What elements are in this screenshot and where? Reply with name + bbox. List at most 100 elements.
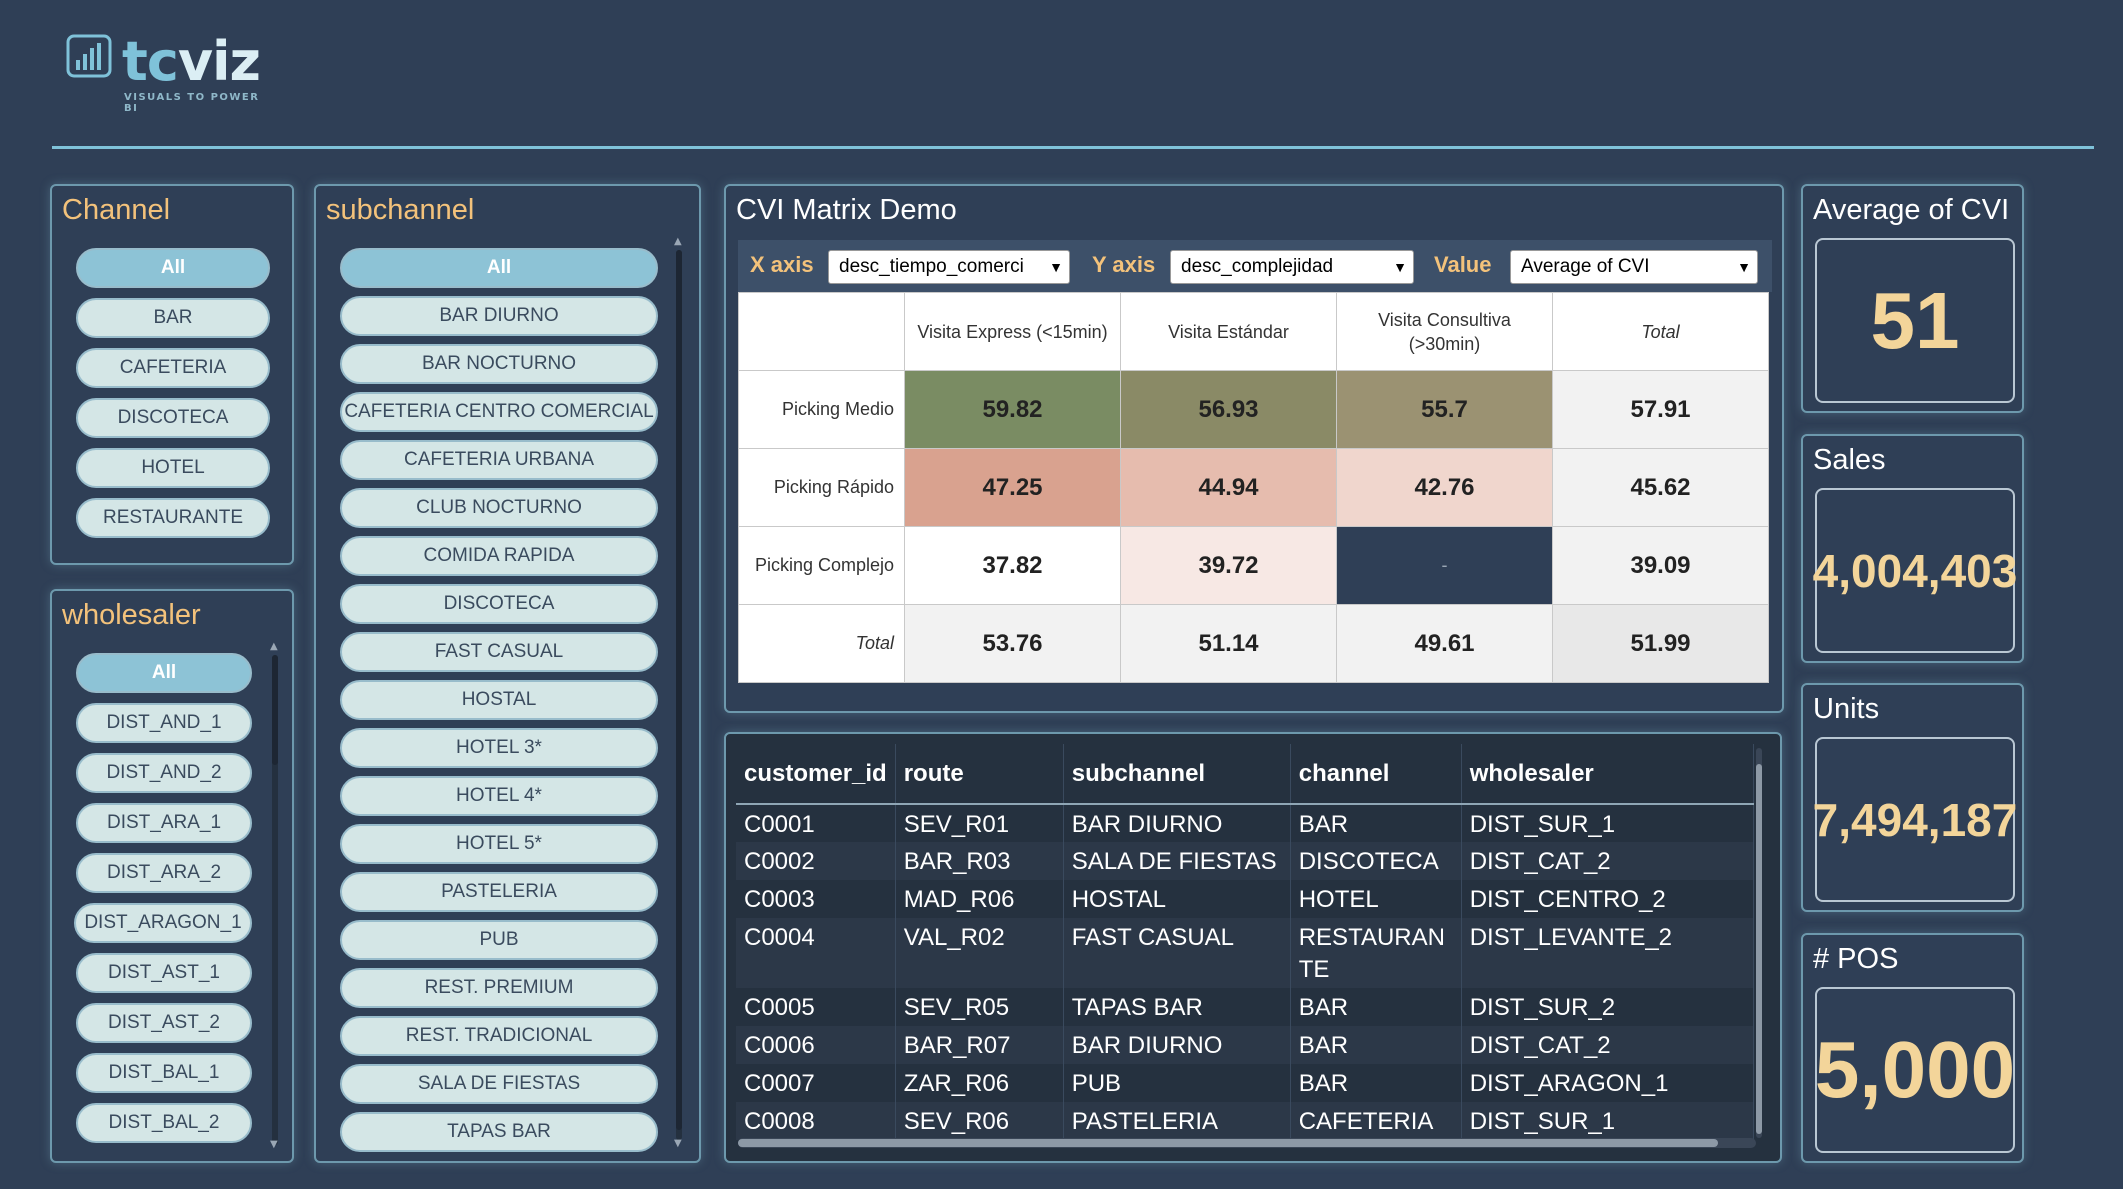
table-row[interactable]: C0006 BAR_R07 BAR DIURNO BAR DIST_CAT_2 bbox=[736, 1026, 1754, 1064]
subchannel-option[interactable]: REST. TRADICIONAL bbox=[340, 1016, 658, 1056]
wholesaler-option[interactable]: DIST_ARA_2 bbox=[76, 853, 252, 893]
table-cell: PASTELERIA bbox=[1063, 1102, 1291, 1140]
matrix-cell[interactable]: 42.76 bbox=[1336, 448, 1553, 527]
wholesaler-option[interactable]: DIST_AST_1 bbox=[76, 953, 252, 993]
scrollbar-thumb[interactable] bbox=[1756, 764, 1762, 1134]
subchannel-option[interactable]: PUB bbox=[340, 920, 658, 960]
subchannel-option[interactable]: FAST CASUAL bbox=[340, 632, 658, 672]
table-cell: RESTAURANTE bbox=[1290, 918, 1462, 988]
matrix-cell[interactable]: 49.61 bbox=[1336, 604, 1553, 683]
wholesaler-option[interactable]: DIST_BAL_1 bbox=[76, 1053, 252, 1093]
wholesaler-option[interactable]: DIST_AND_1 bbox=[76, 703, 252, 743]
table-row[interactable]: C0005 SEV_R05 TAPAS BAR BAR DIST_SUR_2 bbox=[736, 988, 1754, 1026]
matrix-cell[interactable]: 37.82 bbox=[904, 526, 1121, 605]
subchannel-option[interactable]: REST. PREMIUM bbox=[340, 968, 658, 1008]
col-header-customer-id[interactable]: customer_id bbox=[736, 744, 896, 805]
matrix-cell[interactable]: 56.93 bbox=[1120, 370, 1337, 449]
col-header-route[interactable]: route bbox=[895, 744, 1064, 805]
table-row[interactable]: C0008 SEV_R06 PASTELERIA CAFETERIA DIST_SUR_… bbox=[736, 1102, 1754, 1140]
wholesaler-option[interactable]: All bbox=[76, 653, 252, 693]
table-row[interactable]: C0002 BAR_R03 SALA DE FIESTAS DISCOTECA DIST… bbox=[736, 842, 1754, 880]
channel-option[interactable]: CAFETERIA bbox=[76, 348, 270, 388]
table-row[interactable]: C0004 VAL_R02 FAST CASUAL RESTAURANTE DIST_L… bbox=[736, 918, 1754, 988]
x-axis-label: X axis bbox=[750, 252, 814, 277]
scrollbar-thumb[interactable] bbox=[272, 655, 278, 765]
matrix-col-header-total[interactable]: Total bbox=[1552, 292, 1769, 371]
value-select[interactable]: Average of CVI ▼ bbox=[1510, 250, 1758, 284]
wholesaler-option[interactable]: DIST_ARAGON_1 bbox=[74, 903, 252, 943]
matrix-cell[interactable]: 53.76 bbox=[904, 604, 1121, 683]
matrix-row-header[interactable]: Picking Medio bbox=[738, 370, 905, 449]
col-header-wholesaler[interactable]: wholesaler bbox=[1461, 744, 1754, 805]
subchannel-option[interactable]: SALA DE FIESTAS bbox=[340, 1064, 658, 1104]
matrix-cell[interactable]: 57.91 bbox=[1552, 370, 1769, 449]
subchannel-option[interactable]: BAR DIURNO bbox=[340, 296, 658, 336]
subchannel-option[interactable]: HOTEL 5* bbox=[340, 824, 658, 864]
scroll-up-icon[interactable]: ▲ bbox=[674, 236, 682, 247]
matrix-row-header[interactable]: Picking Rápido bbox=[738, 448, 905, 527]
table-row[interactable]: C0007 ZAR_R06 PUB BAR DIST_ARAGON_1 bbox=[736, 1064, 1754, 1102]
matrix-col-header[interactable]: Visita Express (<15min) bbox=[904, 292, 1121, 371]
scrollbar-thumb[interactable] bbox=[738, 1139, 1718, 1147]
wholesaler-option[interactable]: DIST_ARA_1 bbox=[76, 803, 252, 843]
table-cell: C0007 bbox=[736, 1064, 896, 1102]
matrix-row-header[interactable]: Total bbox=[738, 604, 905, 683]
table-vertical-scrollbar[interactable] bbox=[1756, 748, 1762, 1138]
subchannel-option[interactable]: TAPAS BAR bbox=[340, 1112, 658, 1152]
subchannel-option[interactable]: CLUB NOCTURNO bbox=[340, 488, 658, 528]
subchannel-option[interactable]: HOSTAL bbox=[340, 680, 658, 720]
channel-option[interactable]: DISCOTECA bbox=[76, 398, 270, 438]
y-axis-select[interactable]: desc_complejidad ▼ bbox=[1170, 250, 1414, 284]
subchannel-scrollbar[interactable] bbox=[676, 250, 682, 1140]
subchannel-title: subchannel bbox=[326, 194, 475, 226]
matrix-cell[interactable]: 44.94 bbox=[1120, 448, 1337, 527]
matrix-cell[interactable]: 55.7 bbox=[1336, 370, 1553, 449]
channel-option[interactable]: BAR bbox=[76, 298, 270, 338]
matrix-col-header[interactable]: Visita Estándar bbox=[1120, 292, 1337, 371]
wholesaler-scrollbar[interactable] bbox=[272, 655, 278, 1145]
matrix-row-header[interactable]: Picking Complejo bbox=[738, 526, 905, 605]
matrix-row: Picking Complejo 37.82 39.72-39.09 bbox=[738, 526, 1769, 605]
subchannel-option[interactable]: BAR NOCTURNO bbox=[340, 344, 658, 384]
channel-option[interactable]: All bbox=[76, 248, 270, 288]
matrix-cell[interactable]: 51.99 bbox=[1552, 604, 1769, 683]
subchannel-option[interactable]: HOTEL 4* bbox=[340, 776, 658, 816]
subchannel-option[interactable]: All bbox=[340, 248, 658, 288]
matrix-col-header[interactable]: Visita Consultiva (>30min) bbox=[1336, 292, 1553, 371]
kpi-title: Average of CVI bbox=[1813, 194, 2010, 226]
subchannel-option[interactable]: CAFETERIA URBANA bbox=[340, 440, 658, 480]
subchannel-option[interactable]: DISCOTECA bbox=[340, 584, 658, 624]
matrix-cell[interactable]: 59.82 bbox=[904, 370, 1121, 449]
table-row[interactable]: C0001 SEV_R01 BAR DIURNO BAR DIST_SUR_1 bbox=[736, 804, 1754, 842]
col-header-subchannel[interactable]: subchannel bbox=[1063, 744, 1291, 805]
table-cell: DISCOTECA bbox=[1290, 842, 1462, 880]
scroll-down-icon[interactable]: ▼ bbox=[674, 1138, 682, 1149]
scroll-down-icon[interactable]: ▼ bbox=[270, 1139, 278, 1150]
col-header-channel[interactable]: channel bbox=[1290, 744, 1462, 805]
table-cell: PUB bbox=[1063, 1064, 1291, 1102]
subchannel-option[interactable]: CAFETERIA CENTRO COMERCIAL bbox=[340, 392, 658, 432]
table-row[interactable]: C0003 MAD_R06 HOSTAL HOTEL DIST_CENTRO_2 bbox=[736, 880, 1754, 918]
scrollbar-thumb[interactable] bbox=[676, 250, 682, 1130]
matrix-cell[interactable]: 39.72 bbox=[1120, 526, 1337, 605]
wholesaler-option[interactable]: DIST_BAL_2 bbox=[76, 1103, 252, 1143]
x-axis-select[interactable]: desc_tiempo_comerci ▼ bbox=[828, 250, 1070, 284]
subchannel-option[interactable]: COMIDA RAPIDA bbox=[340, 536, 658, 576]
scroll-up-icon[interactable]: ▲ bbox=[270, 641, 278, 652]
wholesaler-option[interactable]: DIST_AST_2 bbox=[76, 1003, 252, 1043]
table-cell: ZAR_R06 bbox=[895, 1064, 1064, 1102]
table-horizontal-scrollbar[interactable] bbox=[738, 1138, 1756, 1148]
wholesaler-option[interactable]: DIST_AND_2 bbox=[76, 753, 252, 793]
matrix-cell[interactable]: 39.09 bbox=[1552, 526, 1769, 605]
kpi-panel: Average of CVI 51 bbox=[1801, 184, 2024, 413]
kpi-panel: Sales 4,004,403 bbox=[1801, 434, 2024, 663]
subchannel-option[interactable]: HOTEL 3* bbox=[340, 728, 658, 768]
brand-tagline: VISUALS TO POWER BI bbox=[124, 92, 260, 114]
channel-option[interactable]: HOTEL bbox=[76, 448, 270, 488]
channel-option[interactable]: RESTAURANTE bbox=[76, 498, 270, 538]
matrix-cell[interactable]: - bbox=[1336, 526, 1553, 605]
matrix-cell[interactable]: 45.62 bbox=[1552, 448, 1769, 527]
matrix-cell[interactable]: 47.25 bbox=[904, 448, 1121, 527]
subchannel-option[interactable]: PASTELERIA bbox=[340, 872, 658, 912]
matrix-cell[interactable]: 51.14 bbox=[1120, 604, 1337, 683]
